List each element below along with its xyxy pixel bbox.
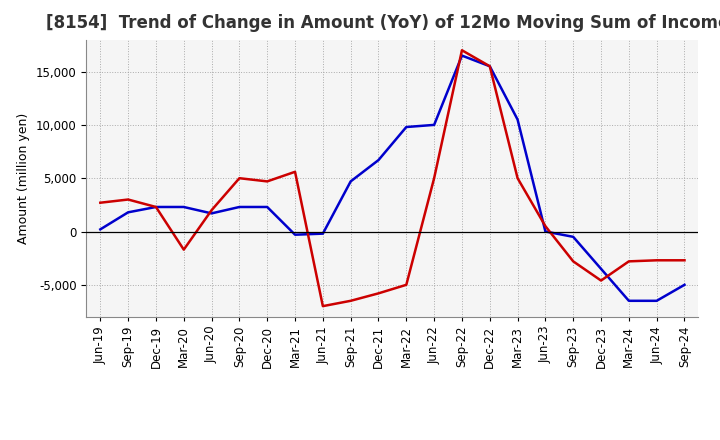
Ordinary Income xyxy=(485,64,494,69)
Net Income xyxy=(207,208,216,213)
Ordinary Income xyxy=(402,125,410,130)
Net Income xyxy=(652,258,661,263)
Ordinary Income xyxy=(318,231,327,236)
Title: [8154]  Trend of Change in Amount (YoY) of 12Mo Moving Sum of Incomes: [8154] Trend of Change in Amount (YoY) o… xyxy=(46,15,720,33)
Ordinary Income xyxy=(263,204,271,209)
Line: Net Income: Net Income xyxy=(100,50,685,306)
Net Income xyxy=(179,247,188,252)
Net Income xyxy=(513,176,522,181)
Net Income xyxy=(374,291,383,296)
Net Income xyxy=(96,200,104,205)
Net Income xyxy=(402,282,410,287)
Net Income xyxy=(291,169,300,174)
Ordinary Income xyxy=(458,53,467,58)
Ordinary Income xyxy=(513,117,522,122)
Ordinary Income xyxy=(235,204,243,209)
Ordinary Income xyxy=(430,122,438,128)
Ordinary Income xyxy=(207,211,216,216)
Net Income xyxy=(458,48,467,53)
Net Income xyxy=(346,298,355,304)
Ordinary Income xyxy=(152,204,161,209)
Net Income xyxy=(485,64,494,69)
Net Income xyxy=(569,259,577,264)
Net Income xyxy=(597,278,606,283)
Line: Ordinary Income: Ordinary Income xyxy=(100,55,685,301)
Ordinary Income xyxy=(597,266,606,271)
Net Income xyxy=(541,224,550,229)
Ordinary Income xyxy=(569,234,577,239)
Ordinary Income xyxy=(680,282,689,287)
Ordinary Income xyxy=(624,298,633,304)
Net Income xyxy=(624,259,633,264)
Net Income xyxy=(680,258,689,263)
Net Income xyxy=(318,304,327,309)
Ordinary Income xyxy=(96,227,104,232)
Ordinary Income xyxy=(374,158,383,163)
Net Income xyxy=(263,179,271,184)
Ordinary Income xyxy=(541,229,550,234)
Net Income xyxy=(235,176,243,181)
Ordinary Income xyxy=(179,204,188,209)
Ordinary Income xyxy=(346,179,355,184)
Y-axis label: Amount (million yen): Amount (million yen) xyxy=(17,113,30,244)
Ordinary Income xyxy=(124,210,132,215)
Ordinary Income xyxy=(652,298,661,304)
Net Income xyxy=(124,197,132,202)
Net Income xyxy=(430,176,438,181)
Ordinary Income xyxy=(291,232,300,237)
Net Income xyxy=(152,204,161,209)
